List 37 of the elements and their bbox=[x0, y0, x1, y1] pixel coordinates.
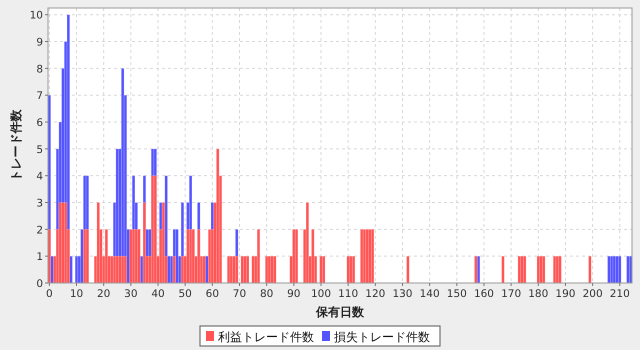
x-tick-label: 20 bbox=[96, 288, 110, 300]
x-tick-label: 160 bbox=[474, 288, 494, 300]
y-tick-label: 7 bbox=[36, 90, 43, 102]
y-tick-label: 10 bbox=[30, 10, 43, 22]
x-tick-label: 30 bbox=[124, 288, 138, 300]
x-tick-label: 200 bbox=[582, 288, 603, 300]
x-tick-label: 60 bbox=[206, 288, 220, 300]
y-tick-label: 6 bbox=[36, 117, 44, 130]
y-tick-label: 1 bbox=[36, 251, 43, 264]
legend-label: 利益トレード件数 bbox=[218, 330, 314, 344]
x-tick-label: 50 bbox=[178, 288, 192, 300]
y-tick-label: 0 bbox=[36, 278, 43, 290]
x-tick-label: 120 bbox=[365, 288, 386, 300]
y-axis-title: トレード件数 bbox=[9, 108, 23, 182]
x-tick-label: 70 bbox=[232, 288, 246, 300]
x-tick-label: 210 bbox=[610, 288, 630, 300]
x-tick-label: 100 bbox=[310, 288, 332, 300]
x-tick-label: 40 bbox=[151, 288, 165, 300]
x-tick-label: 190 bbox=[555, 288, 576, 300]
x-tick-label: 0 bbox=[46, 288, 53, 300]
x-tick-label: 180 bbox=[528, 288, 548, 300]
x-tick-label: 140 bbox=[420, 288, 440, 300]
x-tick-label: 130 bbox=[392, 288, 412, 300]
x-tick-label: 90 bbox=[287, 288, 301, 300]
y-tick-label: 5 bbox=[36, 144, 43, 156]
x-tick-label: 10 bbox=[70, 288, 84, 300]
y-tick-label: 3 bbox=[36, 198, 43, 210]
x-tick-label: 80 bbox=[260, 288, 274, 300]
x-tick-label: 170 bbox=[501, 288, 522, 300]
y-tick-label: 9 bbox=[36, 36, 43, 49]
y-tick-label: 2 bbox=[36, 224, 43, 236]
x-tick-label: 110 bbox=[338, 288, 358, 300]
x-tick-label: 150 bbox=[446, 288, 467, 300]
x-axis-title: 保有日数 bbox=[315, 305, 365, 319]
y-tick-label: 8 bbox=[36, 63, 43, 76]
y-tick-label: 4 bbox=[36, 170, 44, 183]
legend-label: 損失トレード件数 bbox=[334, 330, 430, 344]
